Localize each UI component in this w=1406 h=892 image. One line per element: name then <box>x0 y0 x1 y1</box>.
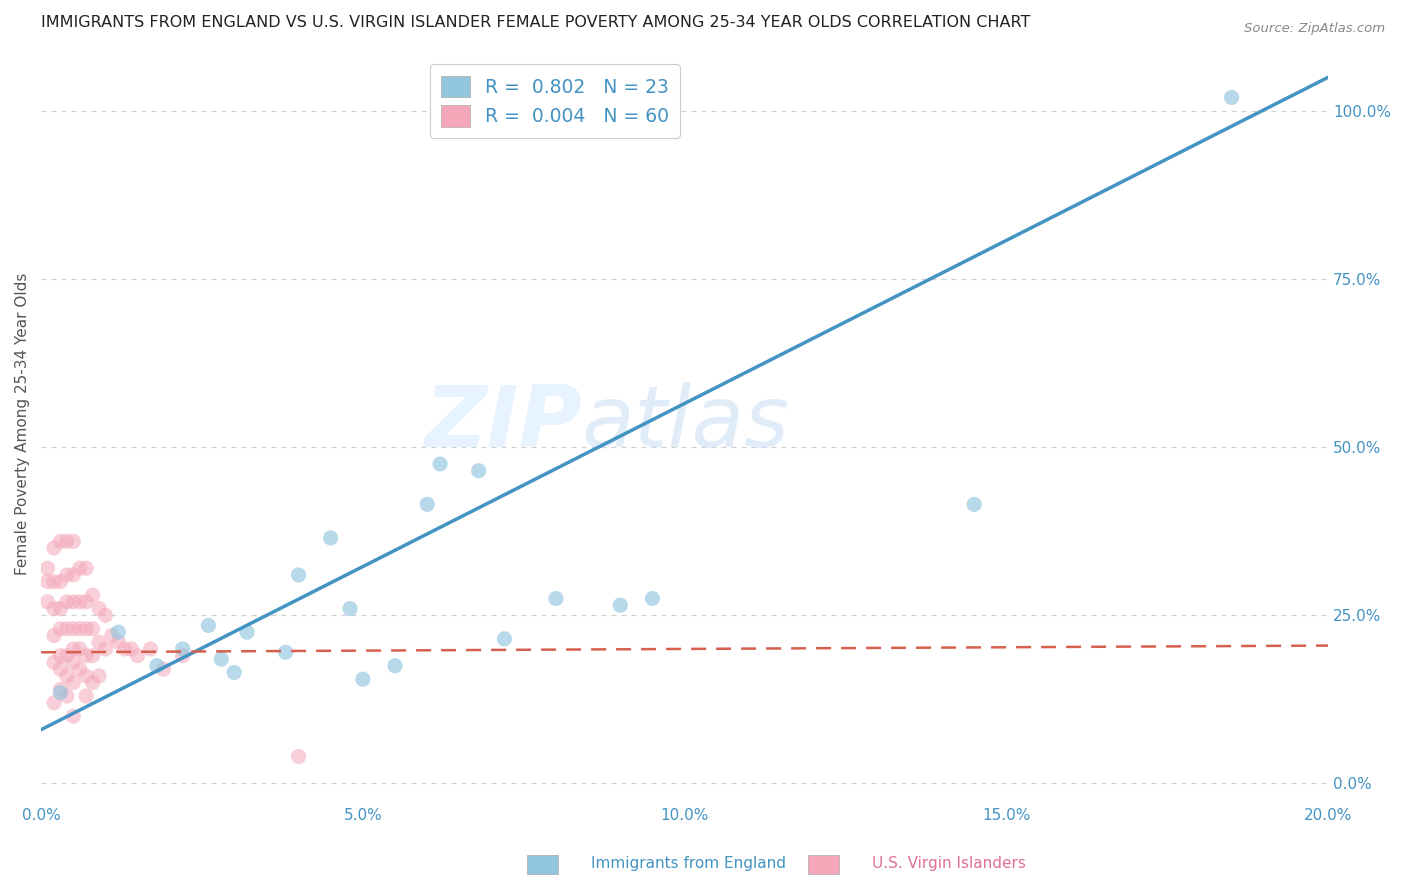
Point <box>75 648 97 663</box>
Point <box>49 601 72 615</box>
Point <box>172 642 194 657</box>
Point <box>82 622 104 636</box>
Point <box>62 675 84 690</box>
Point <box>152 662 174 676</box>
Point <box>42 628 65 642</box>
Point <box>56 534 79 549</box>
Point <box>75 669 97 683</box>
Text: U.S. Virgin Islanders: U.S. Virgin Islanders <box>872 856 1025 871</box>
Point <box>146 658 169 673</box>
Text: Source: ZipAtlas.com: Source: ZipAtlas.com <box>1244 22 1385 36</box>
Point <box>56 568 79 582</box>
Point <box>62 595 84 609</box>
Point <box>544 591 567 606</box>
Point <box>42 541 65 555</box>
Point <box>42 601 65 615</box>
Point <box>352 672 374 686</box>
Text: Immigrants from England: Immigrants from England <box>591 856 786 871</box>
Point <box>75 689 97 703</box>
Point <box>127 648 149 663</box>
Point <box>384 658 406 673</box>
Point <box>62 622 84 636</box>
Point <box>609 599 631 613</box>
Point <box>62 709 84 723</box>
Text: IMMIGRANTS FROM ENGLAND VS U.S. VIRGIN ISLANDER FEMALE POVERTY AMONG 25-34 YEAR : IMMIGRANTS FROM ENGLAND VS U.S. VIRGIN I… <box>41 15 1031 30</box>
Point <box>75 561 97 575</box>
Point <box>82 588 104 602</box>
Point <box>69 642 91 657</box>
Point <box>107 625 129 640</box>
Point <box>56 689 79 703</box>
Point <box>224 665 246 680</box>
Point <box>42 696 65 710</box>
Point <box>197 618 219 632</box>
Point <box>37 574 59 589</box>
Point <box>82 648 104 663</box>
Point <box>56 622 79 636</box>
Point <box>49 662 72 676</box>
Point <box>274 645 297 659</box>
Point <box>101 628 124 642</box>
Point <box>94 642 117 657</box>
Point <box>339 601 361 615</box>
Point <box>963 497 986 511</box>
Point <box>37 595 59 609</box>
Point <box>287 568 309 582</box>
Point <box>82 675 104 690</box>
Point <box>62 642 84 657</box>
Point <box>87 635 110 649</box>
Point <box>49 682 72 697</box>
Point <box>172 648 194 663</box>
Point <box>42 656 65 670</box>
Point <box>287 749 309 764</box>
Point <box>49 648 72 663</box>
Point <box>37 561 59 575</box>
Point <box>114 642 136 657</box>
Point <box>56 669 79 683</box>
Point <box>69 561 91 575</box>
Point <box>49 622 72 636</box>
Legend: R =  0.802   N = 23, R =  0.004   N = 60: R = 0.802 N = 23, R = 0.004 N = 60 <box>430 64 679 137</box>
Point <box>62 568 84 582</box>
Text: atlas: atlas <box>582 382 790 465</box>
Point <box>1220 90 1243 104</box>
Point <box>209 652 232 666</box>
Point <box>56 648 79 663</box>
Point <box>319 531 342 545</box>
Point <box>236 625 259 640</box>
Point <box>62 656 84 670</box>
Point <box>69 662 91 676</box>
Point <box>94 608 117 623</box>
Point <box>107 635 129 649</box>
Point <box>494 632 516 646</box>
Point <box>641 591 664 606</box>
Point <box>49 534 72 549</box>
Point <box>120 642 142 657</box>
Point <box>429 457 451 471</box>
Y-axis label: Female Poverty Among 25-34 Year Olds: Female Poverty Among 25-34 Year Olds <box>15 272 30 574</box>
Point <box>416 497 439 511</box>
Point <box>49 574 72 589</box>
Point <box>42 574 65 589</box>
Point <box>62 534 84 549</box>
Point <box>69 622 91 636</box>
Point <box>56 595 79 609</box>
Point <box>75 595 97 609</box>
Point <box>75 622 97 636</box>
Point <box>69 595 91 609</box>
Point <box>467 464 489 478</box>
Point <box>49 686 72 700</box>
Text: ZIP: ZIP <box>425 382 582 465</box>
Point <box>87 601 110 615</box>
Point <box>139 642 162 657</box>
Point <box>87 669 110 683</box>
